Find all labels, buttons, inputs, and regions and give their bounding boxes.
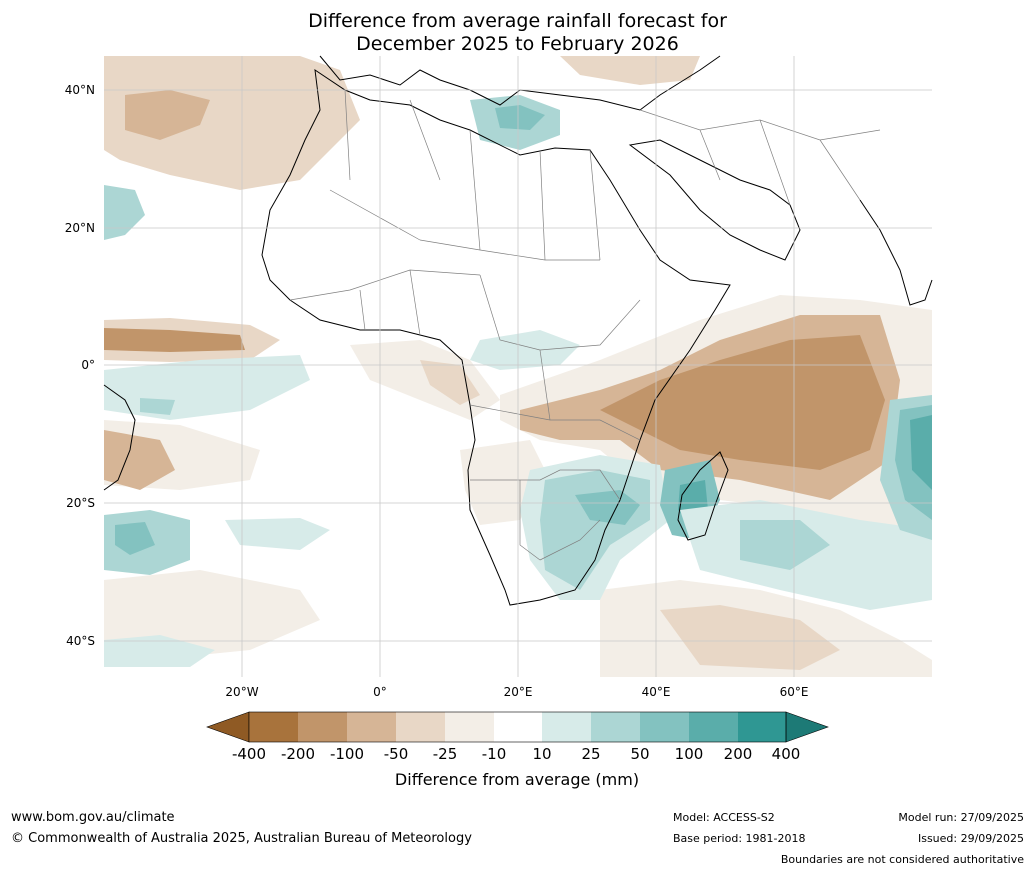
coastline-south-america xyxy=(103,384,136,491)
chart-title: Difference from average rainfall forecas… xyxy=(0,10,1035,56)
coastline-madagascar xyxy=(677,451,729,541)
colorbar-swatch-3 xyxy=(347,712,396,742)
colorbar-swatch-11 xyxy=(738,712,786,742)
border-lines-central-africa xyxy=(469,274,641,441)
anomaly-wet-central-africa xyxy=(470,330,580,370)
title-line-1: Difference from average rainfall forecas… xyxy=(308,10,727,32)
anomaly-wet-mediterranean-core xyxy=(495,105,545,130)
map-panel xyxy=(103,55,933,677)
lon-label-0: 0° xyxy=(373,685,387,699)
lat-label-40n: 40°N xyxy=(65,83,95,97)
latitude-labels: 40°N 20°N 0° 20°S 40°S xyxy=(65,83,95,648)
anomaly-dry-north-atlantic-core xyxy=(125,90,210,140)
colorbar-swatch-8 xyxy=(591,712,640,742)
colorbar-tick-5: -10 xyxy=(482,745,507,763)
colorbar-tick-1: -200 xyxy=(281,745,315,763)
lon-label-60e: 60°E xyxy=(780,685,809,699)
anomaly-wet-east-indian-ocean-core xyxy=(910,415,932,490)
lon-label-20w: 20°W xyxy=(225,685,258,699)
border-lines-north-africa xyxy=(329,89,601,261)
anomaly-dry-brazil xyxy=(104,430,175,490)
colorbar-swatch-9 xyxy=(640,712,689,742)
footer-issued: Issued: 29/09/2025 xyxy=(917,832,1024,845)
anomaly-wet-tropical-atlantic-core xyxy=(140,398,175,415)
lon-label-40e: 40°E xyxy=(642,685,671,699)
colorbar-swatch-10 xyxy=(689,712,738,742)
lat-label-20s: 20°S xyxy=(66,496,95,510)
colorbar-outline xyxy=(248,711,787,743)
colorbar-extend-min xyxy=(206,711,250,743)
colorbar-tick-11: 400 xyxy=(772,745,801,763)
colorbar-tick-6: 10 xyxy=(532,745,551,763)
border-lines-southern-africa xyxy=(470,469,621,561)
footer-base-period: Base period: 1981-2018 xyxy=(673,832,806,845)
anomaly-wet-south-atlantic-east xyxy=(225,518,330,550)
colorbar-tick-8: 50 xyxy=(630,745,649,763)
colorbar-extend-max xyxy=(785,711,829,743)
lat-label-40s: 40°S xyxy=(66,634,95,648)
anomaly-wet-southern-ocean-west xyxy=(104,635,215,667)
anomaly-wet-southern-africa-core xyxy=(575,490,640,525)
colorbar-tick-2: -100 xyxy=(330,745,364,763)
anomaly-dry-mediterranean-east xyxy=(560,56,700,85)
anomaly-dry-equatorial-atlantic-core xyxy=(104,328,245,352)
border-lines-middle-east xyxy=(639,109,881,206)
lat-label-20n: 20°N xyxy=(65,221,95,235)
footer-copyright: © Commonwealth of Australia 2025, Austra… xyxy=(11,831,472,846)
footer-model: Model: ACCESS-S2 xyxy=(673,811,775,824)
colorbar: -400 -200 -100 -50 -25 -10 10 25 50 100 … xyxy=(206,711,829,789)
anomaly-wet-north-atlantic-west xyxy=(104,185,145,240)
rainfall-anomaly-layer xyxy=(104,56,932,677)
coastline-arabia xyxy=(628,139,801,261)
colorbar-title: Difference from average (mm) xyxy=(395,770,639,789)
anomaly-dry-south-indian-core xyxy=(660,605,840,670)
title-line-2: December 2025 to February 2026 xyxy=(356,33,679,55)
anomaly-very-dry-indian-ocean xyxy=(600,335,885,470)
footer-disclaimer: Boundaries are not considered authoritat… xyxy=(780,853,1024,866)
colorbar-tick-0: -400 xyxy=(232,745,266,763)
colorbar-swatch-2 xyxy=(298,712,347,742)
colorbar-tick-10: 200 xyxy=(724,745,753,763)
lat-label-0: 0° xyxy=(81,358,95,372)
colorbar-tick-4: -25 xyxy=(433,745,458,763)
colorbar-tick-labels: -400 -200 -100 -50 -25 -10 10 25 50 100 … xyxy=(232,745,800,763)
coastline-india xyxy=(859,199,933,306)
colorbar-swatch-7 xyxy=(542,712,591,742)
colorbar-swatch-1 xyxy=(249,712,298,742)
anomaly-wet-south-indian-band-mid xyxy=(740,520,830,570)
colorbar-swatch-4 xyxy=(396,712,445,742)
coastline-africa xyxy=(261,68,731,606)
footer-model-run: Model run: 27/09/2025 xyxy=(898,811,1024,824)
graticule xyxy=(104,56,932,677)
lon-label-20e: 20°E xyxy=(504,685,533,699)
colorbar-swatch-5 xyxy=(445,712,494,742)
longitude-labels: 20°W 0° 20°E 40°E 60°E xyxy=(225,685,808,699)
anomaly-dry-congo xyxy=(420,360,480,405)
colorbar-tick-9: 100 xyxy=(675,745,704,763)
footer-website[interactable]: www.bom.gov.au/climate xyxy=(11,810,175,825)
colorbar-tick-3: -50 xyxy=(384,745,409,763)
colorbar-tick-7: 25 xyxy=(581,745,600,763)
anomaly-wet-south-atlantic-core xyxy=(115,522,155,555)
anomaly-dry-north-atlantic xyxy=(104,56,360,190)
colorbar-swatch-6 xyxy=(494,712,542,742)
